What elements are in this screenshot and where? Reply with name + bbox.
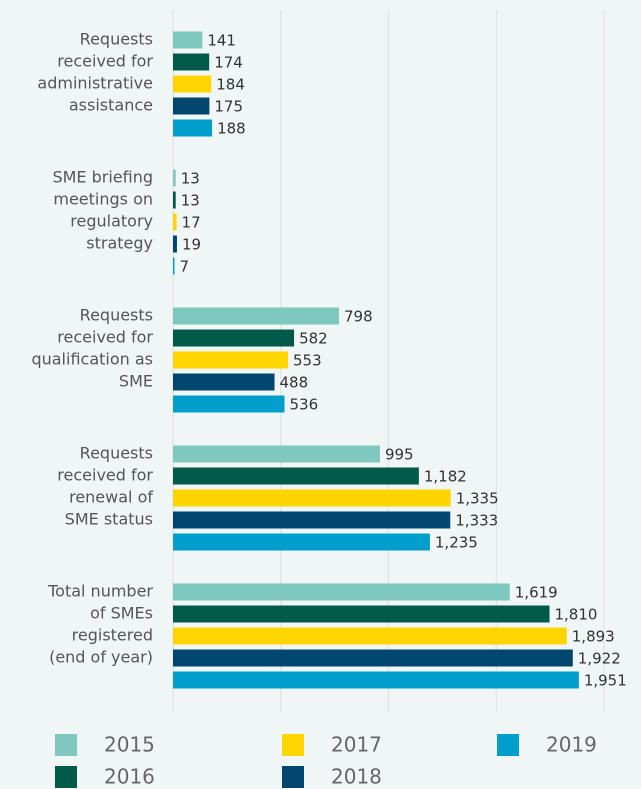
legend-label: 2017 [331, 733, 382, 757]
category-label: Requests [80, 30, 153, 49]
value-label: 798 [344, 308, 373, 326]
value-label: 175 [214, 98, 243, 116]
bar [173, 671, 579, 689]
value-label: 1,951 [584, 672, 627, 690]
category-label: meetings on [53, 190, 153, 209]
value-label: 995 [385, 446, 414, 464]
category-label: Requests [80, 306, 153, 325]
value-label: 1,333 [455, 512, 498, 530]
legend-swatch [497, 734, 519, 756]
value-label: 1,335 [456, 490, 499, 508]
bar [173, 119, 213, 137]
value-label: 184 [216, 76, 245, 94]
bar [173, 373, 275, 391]
bar [173, 583, 510, 601]
bar [173, 489, 451, 507]
bar [173, 307, 339, 325]
value-label: 13 [181, 170, 200, 188]
bar [173, 445, 380, 463]
bar [173, 533, 430, 551]
value-label: 1,893 [572, 628, 615, 646]
category-label: SME briefing [52, 168, 153, 187]
value-label: 17 [182, 214, 201, 232]
value-label: 1,182 [424, 468, 467, 486]
bar [173, 605, 550, 623]
value-label: 19 [182, 236, 201, 254]
bar [173, 31, 203, 49]
category-label: received for [57, 466, 153, 485]
bar [173, 257, 175, 275]
category-label: (end of year) [49, 648, 153, 667]
value-label: 1,235 [435, 534, 478, 552]
value-label: 7 [180, 258, 190, 276]
value-label: 1,810 [555, 606, 598, 624]
category-label: received for [57, 52, 153, 71]
bar [173, 329, 295, 347]
bar [173, 511, 451, 529]
legend-label: 2019 [546, 733, 597, 757]
legend-label: 2015 [104, 733, 155, 757]
bar [173, 169, 176, 187]
bar [173, 213, 177, 231]
category-label: received for [57, 328, 153, 347]
category-label: of SMEs [90, 604, 153, 623]
category-label: assistance [69, 96, 153, 115]
value-label: 536 [289, 396, 318, 414]
value-label: 488 [280, 374, 309, 392]
bar [173, 235, 177, 253]
bar [173, 627, 567, 645]
category-label: qualification as [31, 350, 153, 369]
value-label: 1,619 [515, 584, 558, 602]
legend-swatch [282, 766, 304, 788]
bar [173, 97, 210, 115]
category-label: Requests [80, 444, 153, 463]
category-label: strategy [86, 234, 153, 253]
bar [173, 191, 176, 209]
value-label: 553 [293, 352, 322, 370]
bar [173, 75, 212, 93]
category-label: SME status [65, 510, 153, 529]
category-label: SME [119, 372, 153, 391]
value-label: 188 [217, 120, 246, 138]
legend-label: 2016 [104, 765, 155, 789]
category-label: regulatory [70, 212, 153, 231]
bar [173, 351, 289, 369]
category-label: registered [72, 626, 153, 645]
bar [173, 467, 419, 485]
value-label: 174 [214, 54, 243, 72]
value-label: 582 [299, 330, 328, 348]
value-label: 13 [181, 192, 200, 210]
legend-label: 2018 [331, 765, 382, 789]
value-label: 1,922 [578, 650, 621, 668]
legend-swatch [282, 734, 304, 756]
category-label: renewal of [69, 488, 153, 507]
category-label: Total number [47, 582, 153, 601]
value-label: 141 [207, 32, 236, 50]
bar [173, 395, 285, 413]
bar [173, 53, 210, 71]
legend-swatch [55, 766, 77, 788]
legend-swatch [55, 734, 77, 756]
category-label: administrative [37, 74, 153, 93]
bar [173, 649, 573, 667]
